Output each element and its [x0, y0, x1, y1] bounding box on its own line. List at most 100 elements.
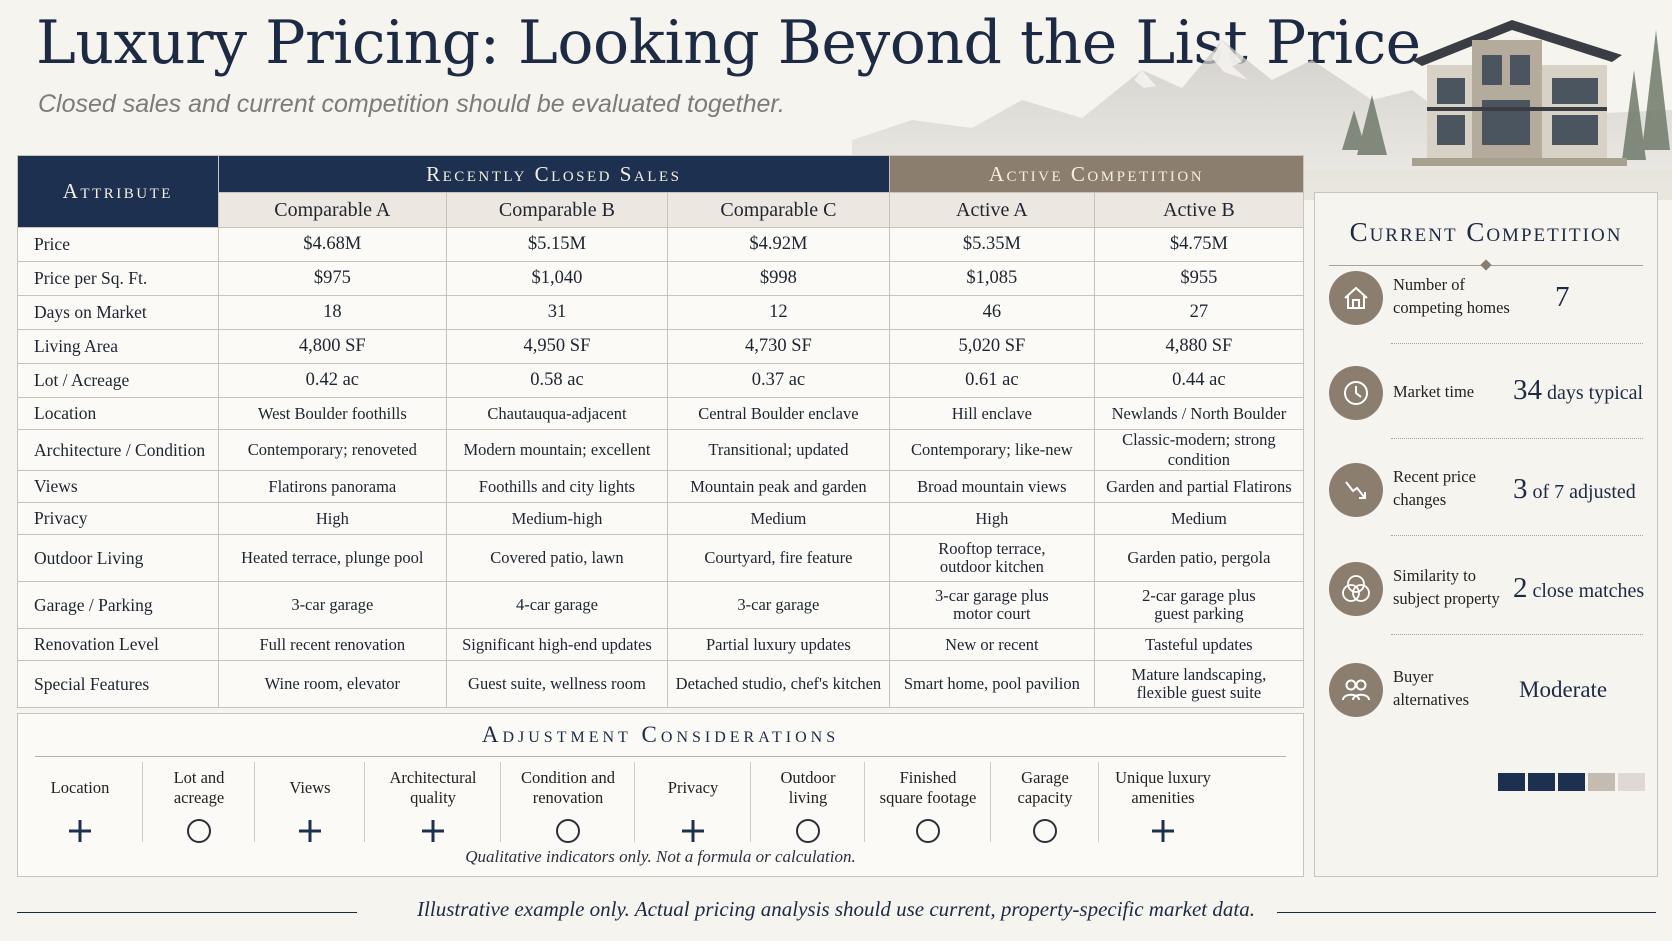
row-label: Special Features [17, 660, 219, 708]
competition-label: Market time [1393, 382, 1475, 401]
table-cell: 3-car garage plus motor court [888, 581, 1095, 629]
adjustment-label: Views [289, 778, 331, 797]
table-cell: Flatirons panorama [217, 470, 448, 503]
table-cell: 0.44 ac [1093, 363, 1305, 398]
meter-segment [1498, 773, 1525, 791]
plus-icon [365, 816, 501, 846]
adjustment-label: Unique luxury amenities [1115, 768, 1211, 807]
table-cell: Detached studio, chef's kitchen [666, 660, 890, 708]
table-row: Outdoor Living Heated terrace, plunge poo… [17, 534, 1305, 582]
adjustment-label: Location [50, 778, 110, 797]
comparison-table: Attribute Recently Closed Sales Active C… [17, 155, 1305, 708]
table-cell: Hill enclave [888, 397, 1095, 430]
table-cell: High [217, 502, 448, 535]
table-cell: 3-car garage [666, 581, 890, 629]
table-cell: Chautauqua-adjacent [446, 397, 668, 430]
table-cell: $975 [217, 261, 448, 296]
adjustment-label: Garage capacity [1017, 768, 1073, 807]
competition-value: Moderate [1519, 677, 1659, 703]
table-cell: 0.58 ac [446, 363, 668, 398]
table-row: Price per Sq. Ft. $975 $1,040 $998 $1,085 $95… [17, 261, 1305, 296]
value-number: 2 [1513, 572, 1528, 604]
circle-icon [865, 816, 991, 846]
column-header: Comparable B [446, 192, 668, 228]
table-cell: Newlands / North Boulder [1093, 397, 1305, 430]
table-cell: West Boulder foothills [217, 397, 448, 430]
competition-item: Buyer alternatives Moderate [1315, 663, 1657, 763]
table-cell: $1,040 [446, 261, 668, 296]
group-header-active-competition: Active Competition [888, 155, 1305, 193]
adjustment-item: Views [254, 762, 365, 842]
table-cell: $4.75M [1093, 227, 1305, 262]
table-cell: Guest suite, wellness room [446, 660, 668, 708]
competition-value: 2 close matches [1513, 572, 1653, 605]
table-cell: $5.35M [888, 227, 1095, 262]
table-cell: Broad mountain views [888, 470, 1095, 503]
value-number: 7 [1555, 281, 1570, 313]
value-number: Moderate [1519, 677, 1608, 702]
table-cell: 46 [888, 295, 1095, 330]
row-label: Privacy [17, 502, 219, 535]
table-cell: 0.42 ac [217, 363, 448, 398]
adjustment-label: Finished square footage [879, 768, 977, 807]
circle-icon [751, 816, 865, 846]
table-row: Days on Market 18 31 12 46 27 [17, 295, 1305, 330]
meter-segment [1558, 773, 1585, 791]
table-cell: Partial luxury updates [666, 628, 890, 661]
adjustment-item: Unique luxury amenities [1098, 762, 1227, 842]
adjustment-item: Condition and renovation [500, 762, 635, 843]
value-unit: of 7 adjusted [1527, 481, 1636, 503]
competition-value: 3 of 7 adjusted [1513, 473, 1653, 506]
value-number: 3 [1513, 473, 1528, 505]
table-row: Lot / Acreage 0.42 ac 0.58 ac 0.37 ac 0.61 a… [17, 363, 1305, 398]
table-cell: Garden patio, pergola [1093, 534, 1305, 582]
attribute-header: Attribute [17, 155, 219, 228]
table-row: Views Flatirons panorama Foothills and cit… [17, 470, 1305, 503]
row-label: Architecture / Condition [17, 429, 219, 471]
table-cell: Modern mountain; excellent [446, 429, 668, 471]
table-row: Special Features Wine room, elevator Guest… [17, 660, 1305, 708]
clock-icon [1329, 366, 1383, 420]
competition-value: 7 [1555, 281, 1672, 314]
panel-title: Current Competition [1349, 217, 1623, 247]
column-header: Active A [888, 192, 1095, 228]
competition-label: Similarity to subject property [1393, 566, 1500, 608]
table-cell: Contemporary; renoveted [217, 429, 448, 471]
trend-down-icon [1329, 463, 1383, 517]
table-cell: 0.37 ac [666, 363, 890, 398]
table-cell: 2-car garage plus guest parking [1093, 581, 1305, 629]
table-cell: 12 [666, 295, 890, 330]
house-icon [1329, 271, 1383, 325]
competition-label: Number of competing homes [1393, 275, 1510, 317]
row-label: Lot / Acreage [17, 363, 219, 398]
plus-icon [1099, 816, 1227, 846]
table-cell: New or recent [888, 628, 1095, 661]
group-header-closed-sales: Recently Closed Sales [217, 155, 890, 193]
table-cell: Tasteful updates [1093, 628, 1305, 661]
circle-icon [501, 816, 635, 846]
table-cell: 27 [1093, 295, 1305, 330]
column-header: Comparable C [666, 192, 890, 228]
table-cell: Medium-high [446, 502, 668, 535]
table-cell: 4,880 SF [1093, 329, 1305, 364]
adjustment-item: Location [18, 762, 142, 842]
meter-segment [1528, 773, 1555, 791]
value-unit: days typical [1542, 382, 1644, 404]
row-label: Renovation Level [17, 628, 219, 661]
diamond-ornament [1480, 259, 1492, 271]
table-cell: 31 [446, 295, 668, 330]
table-cell: 4,800 SF [217, 329, 448, 364]
table-cell: Medium [1093, 502, 1305, 535]
table-row: Living Area 4,800 SF 4,950 SF 4,730 SF 5,020… [17, 329, 1305, 364]
row-label: Location [17, 397, 219, 430]
venn-icon [1329, 562, 1383, 616]
current-competition-panel: Current Competition Number of competing … [1314, 192, 1658, 877]
table-row: Location West Boulder foothills Chautauqua… [17, 397, 1305, 430]
competition-item: Similarity to subject property 2 close ma… [1315, 562, 1657, 662]
adjustment-considerations: Adjustment Considerations Location Lot an… [17, 713, 1304, 877]
competition-item: Number of competing homes 7 [1315, 271, 1657, 371]
adjustment-item: Architectural quality [364, 762, 501, 842]
circle-icon [991, 816, 1099, 846]
table-cell: Full recent renovation [217, 628, 448, 661]
adjustment-item: Finished square footage [864, 762, 991, 843]
